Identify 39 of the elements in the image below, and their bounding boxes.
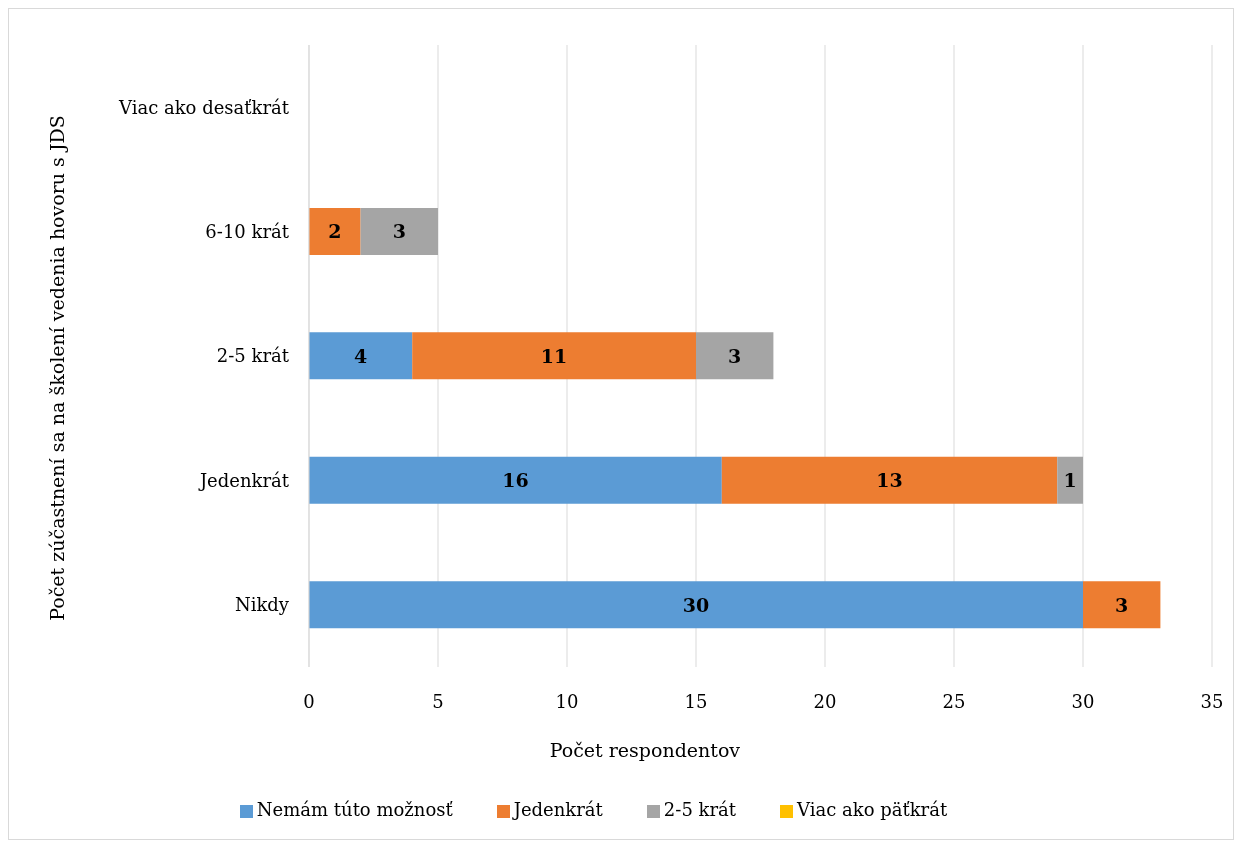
data-label: 30 xyxy=(682,593,710,616)
bar xyxy=(309,581,1083,629)
bar xyxy=(1057,456,1083,504)
x-tick-label: 20 xyxy=(813,690,837,712)
y-tick-label: 6-10 krát xyxy=(205,220,290,242)
data-label: 3 xyxy=(1115,593,1129,616)
x-tick-label: 15 xyxy=(684,690,708,712)
data-label: 16 xyxy=(502,469,529,492)
data-label: 4 xyxy=(353,344,368,367)
y-tick-label: Jedenkrát xyxy=(197,469,290,491)
y-tick-label: Viac ako desaťkrát xyxy=(117,96,290,118)
data-label: 3 xyxy=(728,344,742,367)
x-tick-label: 25 xyxy=(942,690,966,712)
bar xyxy=(696,332,774,380)
x-axis-title: Počet respondentov xyxy=(549,739,741,761)
y-tick-label: 2-5 krát xyxy=(216,345,290,367)
bar xyxy=(721,456,1058,504)
data-label: 1 xyxy=(1063,469,1077,492)
data-label: 3 xyxy=(392,220,406,243)
legend-label: 2-5 krát xyxy=(663,799,737,820)
bar xyxy=(309,207,361,255)
x-tick-label: 35 xyxy=(1200,690,1224,712)
data-label: 13 xyxy=(876,469,903,492)
y-axis-title: Počet zúčastnení sa na školení vedenia hovoru s JDS xyxy=(46,115,68,621)
x-tick-label: 10 xyxy=(555,690,579,712)
legend-label: Viac ako päťkrát xyxy=(797,799,948,820)
x-tick-label: 0 xyxy=(303,690,315,712)
bar xyxy=(309,456,722,504)
data-label: 11 xyxy=(540,344,568,367)
y-tick-label: Nikdy xyxy=(234,594,290,616)
x-tick-label: 5 xyxy=(432,690,444,712)
x-tick-label: 30 xyxy=(1071,690,1095,712)
bar xyxy=(309,332,413,380)
bar xyxy=(360,207,438,255)
legend-label: Jedenkrát xyxy=(513,799,603,820)
legend-label: Nemám túto možnosť xyxy=(256,799,453,820)
data-label: 2 xyxy=(328,220,342,243)
bar xyxy=(1083,581,1161,629)
bar xyxy=(412,332,696,380)
